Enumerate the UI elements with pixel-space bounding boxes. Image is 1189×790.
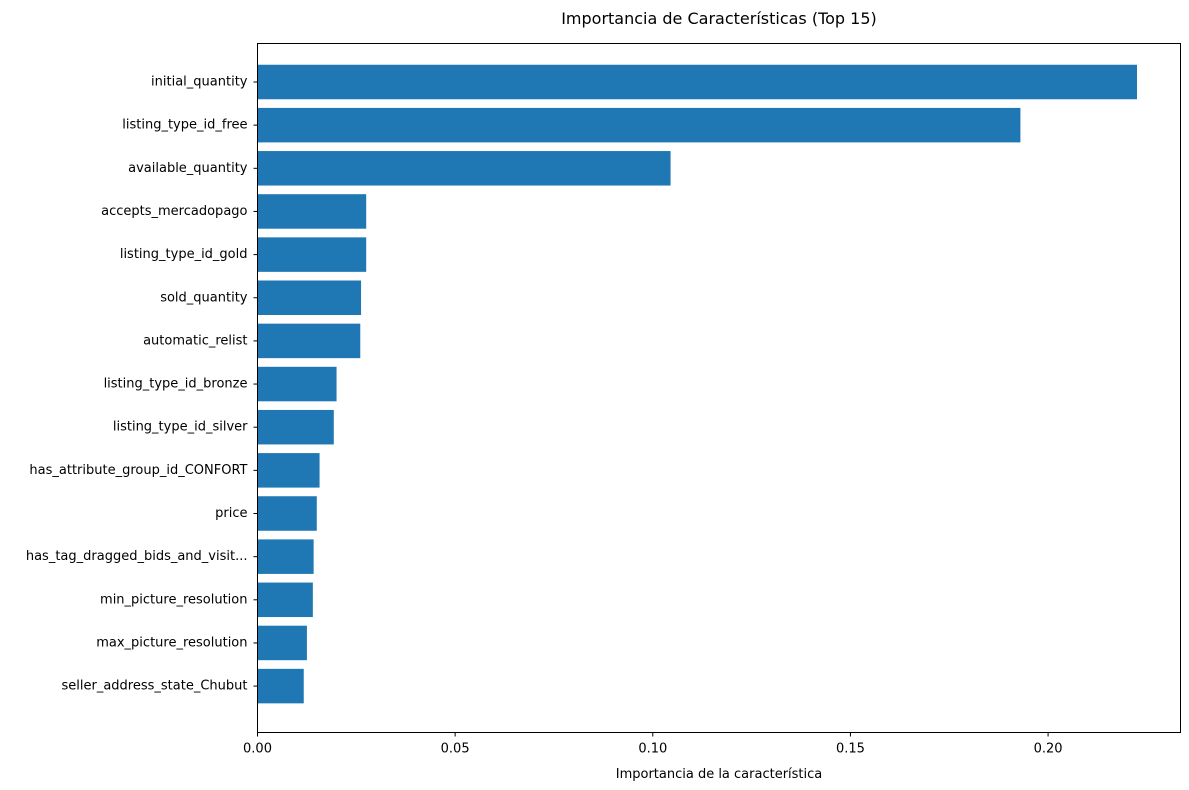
bar-automatic_relist [257, 323, 361, 359]
x-tick-label: 0.05 [441, 742, 470, 757]
bar-listing_type_id_free [257, 107, 1021, 143]
plot-frame [257, 43, 1181, 733]
y-tick-label: max_picture_resolution [96, 635, 247, 650]
y-tick-label: listing_type_id_bronze [104, 377, 248, 392]
y-tick-label: seller_address_state_Chubut [62, 679, 248, 694]
bar-max_picture_resolution [257, 625, 307, 661]
y-tick-label: automatic_relist [143, 333, 247, 348]
bar-listing_type_id_silver [257, 409, 334, 445]
y-tick-label: accepts_mercadopago [101, 204, 247, 219]
y-tick-label: has_tag_dragged_bids_and_visit... [26, 549, 248, 564]
bar-available_quantity [257, 151, 671, 186]
bar-accepts_mercadopago [257, 194, 367, 229]
y-tick-label: listing_type_id_gold [120, 247, 248, 262]
x-tick-label: 0.20 [1034, 742, 1063, 757]
x-tick-label: 0.00 [243, 742, 272, 757]
bar-seller_address_state_Chubut [257, 668, 304, 704]
y-tick-label: listing_type_id_free [122, 118, 247, 133]
x-axis-ticks: 0.00 0.05 0.10 0.15 0.20 [243, 732, 1063, 757]
y-tick-label: listing_type_id_silver [113, 420, 248, 435]
y-tick-label: min_picture_resolution [100, 592, 247, 607]
bar-listing_type_id_gold [257, 237, 367, 272]
bar-has_tag_dragged_bids_and_visit... [257, 539, 314, 574]
x-tick-label: 0.15 [836, 742, 865, 757]
y-tick-label: available_quantity [128, 161, 248, 176]
bars-group [257, 64, 1138, 704]
bar-initial_quantity [257, 64, 1138, 100]
x-axis-label: Importancia de la característica [616, 767, 823, 782]
y-tick-label: initial_quantity [151, 75, 248, 90]
bar-listing_type_id_bronze [257, 366, 337, 402]
bar-sold_quantity [257, 280, 362, 315]
chart-title: Importancia de Características (Top 15) [561, 9, 877, 28]
bar-price [257, 496, 317, 531]
y-tick-label: price [215, 506, 247, 521]
y-tick-label: sold_quantity [160, 290, 248, 305]
x-tick-label: 0.10 [638, 742, 667, 757]
bar-has_attribute_group_id_CONFORT [257, 453, 320, 488]
y-axis-ticks: initial_quantity listing_type_id_freeavai… [26, 75, 258, 694]
bar-min_picture_resolution [257, 582, 313, 618]
y-tick-label: has_attribute_group_id_CONFORT [29, 463, 247, 478]
